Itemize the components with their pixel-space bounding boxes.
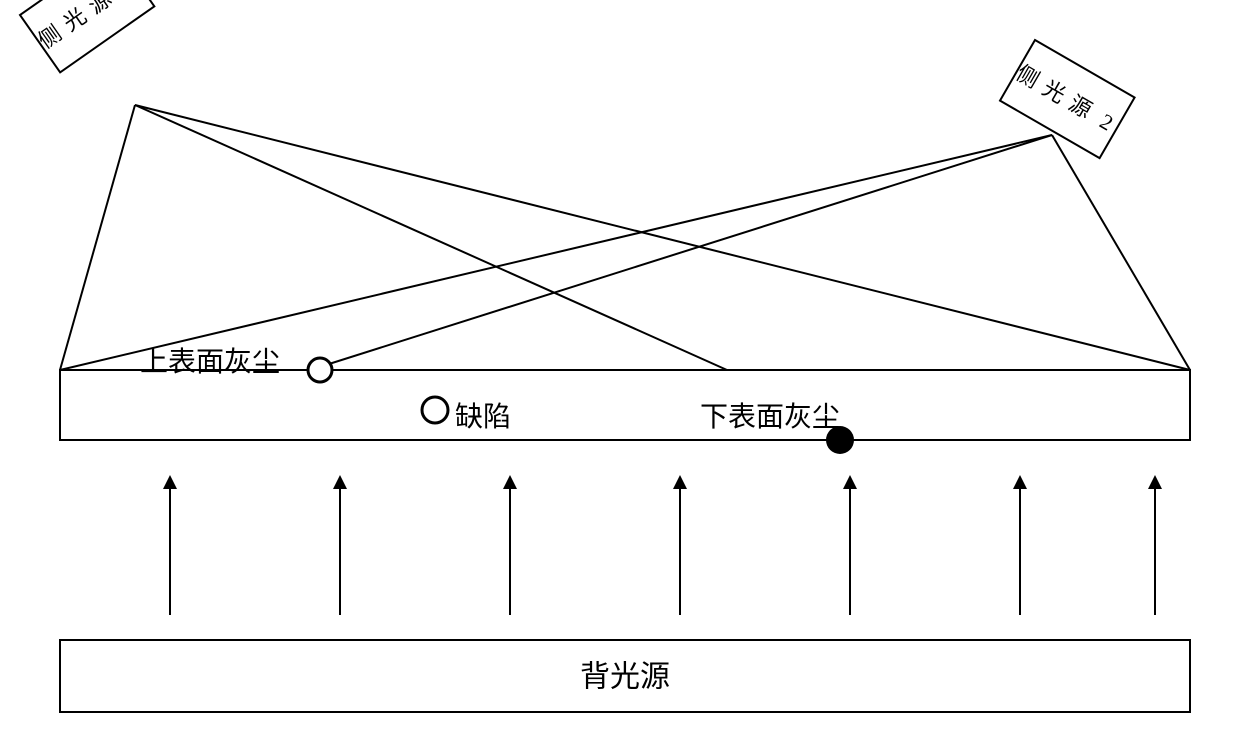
- backlight-arrow-head: [333, 475, 347, 489]
- upper-surface-dust-label: 上表面灰尘: [140, 340, 280, 380]
- backlight-label: 背光源: [580, 661, 670, 694]
- defect-label: 缺陷: [455, 395, 511, 435]
- upper-surface-dust-marker: [308, 358, 332, 382]
- backlight-arrow-head: [673, 475, 687, 489]
- light-ray: [135, 105, 1190, 370]
- light-ray: [60, 105, 135, 370]
- light-ray: [60, 135, 1052, 370]
- side-light-source-1: 侧光源1: [20, 0, 154, 72]
- light-ray: [1052, 135, 1190, 370]
- optical-inspection-diagram: 侧光源1 侧光源2 背光源 上表面灰尘 缺陷 下表面灰尘: [0, 0, 1240, 738]
- backlight-arrow-head: [843, 475, 857, 489]
- glass-plate: [60, 370, 1190, 440]
- side-light-source-2: 侧光源2: [1000, 40, 1135, 158]
- backlight-arrow-head: [163, 475, 177, 489]
- light-ray: [310, 135, 1052, 370]
- defect-marker: [422, 397, 448, 423]
- backlight-arrow-head: [503, 475, 517, 489]
- lower-surface-dust-label: 下表面灰尘: [700, 395, 840, 435]
- backlight-arrow-head: [1148, 475, 1162, 489]
- backlight-arrow-head: [1013, 475, 1027, 489]
